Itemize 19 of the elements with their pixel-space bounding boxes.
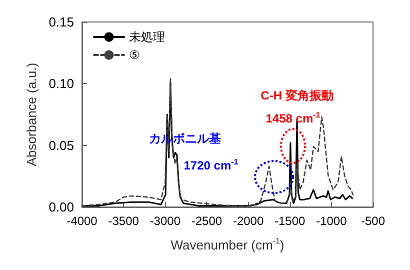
annotation: C-H 変角振動 [260, 88, 334, 104]
x-tick-label: -500 [360, 214, 386, 228]
annotation: カルボニル基 [149, 130, 221, 148]
legend-label: 未処理 [129, 30, 165, 44]
y-tick-label: 0.15 [48, 14, 74, 30]
x-tick-label: -3500 [108, 214, 140, 228]
x-tick-label: -1000 [316, 214, 348, 228]
y-tick-label: 0.10 [48, 76, 74, 92]
y-tick-label: 0.05 [48, 138, 74, 153]
x-tick-label: -2000 [232, 214, 264, 228]
x-tick-label: -2500 [191, 214, 222, 228]
x-tick-label: -1500 [274, 214, 306, 228]
annotation: 1458 cm$^{-1}$ [266, 110, 320, 126]
x-tick-label: -4000 [66, 214, 98, 228]
y-tick-label: 0.00 [48, 200, 74, 214]
y-axis-title: Absorbance (a.u.) [24, 62, 39, 166]
annotation: 1720 cm$^{-1}$ [184, 158, 238, 172]
x-tick-label: -3000 [150, 214, 181, 228]
legend-label: ⑤ [129, 48, 140, 62]
